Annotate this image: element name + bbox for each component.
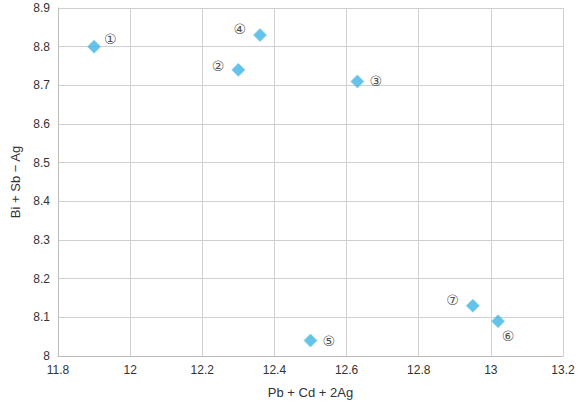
svg-text:④: ④	[233, 21, 246, 37]
svg-text:8.9: 8.9	[33, 1, 50, 15]
svg-text:12: 12	[123, 363, 137, 377]
svg-text:12.4: 12.4	[263, 363, 287, 377]
svg-text:8.6: 8.6	[33, 117, 50, 131]
svg-text:12.8: 12.8	[407, 363, 431, 377]
svg-text:12.6: 12.6	[335, 363, 359, 377]
svg-text:⑤: ⑤	[323, 333, 336, 349]
svg-text:12.2: 12.2	[191, 363, 215, 377]
svg-text:8.8: 8.8	[33, 40, 50, 54]
svg-text:8.2: 8.2	[33, 272, 50, 286]
svg-text:8.4: 8.4	[33, 194, 50, 208]
svg-text:8: 8	[43, 349, 50, 363]
svg-text:13.2: 13.2	[551, 363, 575, 377]
svg-text:⑦: ⑦	[446, 292, 459, 308]
svg-text:③: ③	[369, 73, 382, 89]
svg-text:8.5: 8.5	[33, 156, 50, 170]
svg-text:8.3: 8.3	[33, 233, 50, 247]
svg-text:8.1: 8.1	[33, 310, 50, 324]
svg-text:①: ①	[104, 31, 117, 47]
svg-text:Pb + Cd + 2Ag: Pb + Cd + 2Ag	[268, 385, 353, 400]
svg-text:8.7: 8.7	[33, 78, 50, 92]
svg-text:11.8: 11.8	[47, 363, 70, 377]
svg-text:13: 13	[484, 363, 498, 377]
svg-text:Bi + Sb − Ag: Bi + Sb − Ag	[8, 146, 23, 218]
svg-text:⑥: ⑥	[502, 328, 515, 344]
svg-text:②: ②	[212, 58, 225, 74]
